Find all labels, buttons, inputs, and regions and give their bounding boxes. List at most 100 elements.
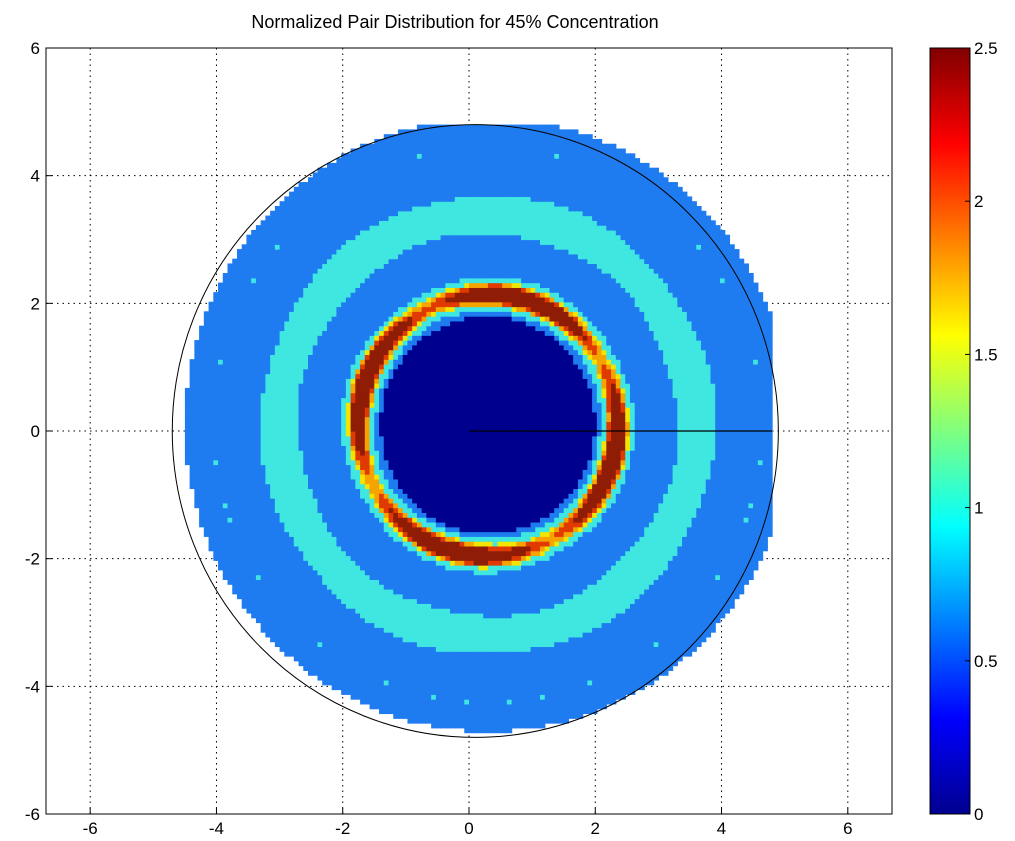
contour-cell <box>293 588 300 595</box>
contour-cell <box>232 435 238 442</box>
contour-cell <box>397 670 404 676</box>
contour-cell <box>364 158 371 164</box>
contour-cell <box>236 526 243 533</box>
contour-cell <box>426 311 432 317</box>
contour-cell <box>326 584 333 590</box>
contour-cell <box>236 588 243 595</box>
contour-cell <box>326 651 333 657</box>
contour-cell <box>260 598 266 604</box>
contour-cell <box>350 234 356 241</box>
contour-cell <box>407 608 413 614</box>
contour-cell <box>426 349 432 355</box>
contour-cell <box>426 229 432 236</box>
contour-cell <box>336 301 342 308</box>
contour-cell <box>397 205 404 212</box>
contour-cell <box>317 201 323 207</box>
contour-cell <box>341 320 347 327</box>
contour-cell <box>312 368 319 375</box>
contour-cell <box>374 273 380 279</box>
contour-cell <box>360 579 366 585</box>
contour-cell <box>317 536 323 542</box>
contour-cell <box>360 555 366 561</box>
contour-cell <box>284 215 290 221</box>
contour-cell <box>369 526 375 533</box>
contour-cell <box>241 574 248 581</box>
contour-cell <box>246 411 252 418</box>
contour-cell <box>270 411 276 418</box>
contour-cell <box>312 593 319 600</box>
contour-cell <box>203 407 210 413</box>
contour-cell <box>251 306 257 312</box>
contour-cell <box>397 483 404 490</box>
contour-cell <box>293 229 300 236</box>
contour-cell <box>431 636 437 643</box>
contour-cell <box>393 708 399 715</box>
contour-cell <box>293 617 300 624</box>
contour-cell <box>393 608 399 614</box>
contour-cell <box>260 340 266 346</box>
contour-cell <box>194 445 200 451</box>
contour-cell <box>407 431 413 437</box>
contour-cell <box>246 249 252 255</box>
contour-cell <box>218 512 224 518</box>
contour-cell <box>289 541 295 547</box>
contour-cell <box>379 617 385 624</box>
contour-cell <box>255 340 262 346</box>
contour-cell <box>336 636 342 643</box>
contour-cell <box>308 320 314 327</box>
contour-cell <box>426 641 432 648</box>
contour-cell <box>383 186 390 193</box>
contour-cell <box>293 555 300 561</box>
contour-cell <box>355 675 361 681</box>
contour-cell <box>222 454 229 461</box>
contour-cell <box>350 148 356 154</box>
contour-cell <box>293 517 300 523</box>
contour-cell <box>251 277 257 284</box>
contour-cell <box>251 459 257 466</box>
contour-cell <box>388 292 394 298</box>
contour-cell <box>388 608 394 614</box>
contour-cell <box>236 550 243 557</box>
contour-cell <box>270 617 276 624</box>
contour-cell <box>379 478 385 485</box>
contour-cell <box>421 608 427 614</box>
contour-cell <box>360 469 366 475</box>
contour-cell <box>402 675 409 681</box>
contour-cell <box>322 483 328 490</box>
contour-cell <box>298 186 304 193</box>
contour-cell <box>222 416 229 423</box>
contour-cell <box>303 445 309 451</box>
contour-cell <box>355 407 361 413</box>
contour-cell <box>336 665 342 671</box>
contour-cell <box>336 411 342 418</box>
contour-cell <box>246 234 252 241</box>
contour-cell <box>393 426 399 432</box>
contour-cell <box>379 521 385 528</box>
contour-cell <box>260 469 266 475</box>
contour-cell <box>326 608 333 614</box>
contour-cell <box>298 196 304 202</box>
contour-cell <box>397 512 404 518</box>
contour-cell <box>397 292 404 298</box>
contour-cell <box>326 536 333 542</box>
contour-cell <box>246 306 252 312</box>
contour-cell <box>421 612 427 619</box>
contour-cell <box>322 526 328 533</box>
contour-cell <box>326 636 333 643</box>
contour-cell <box>312 545 319 552</box>
contour-cell <box>331 431 338 437</box>
contour-cell <box>322 536 328 542</box>
contour-cell <box>393 182 399 188</box>
contour-cell <box>416 320 423 327</box>
contour-cell <box>274 641 281 648</box>
contour-cell <box>284 306 290 312</box>
contour-cell <box>312 612 319 619</box>
contour-cell <box>227 340 233 346</box>
contour-cell <box>218 536 224 542</box>
contour-cell <box>303 545 309 552</box>
contour-cell <box>322 660 328 667</box>
contour-cell <box>355 311 361 317</box>
contour-cell <box>279 454 285 461</box>
contour-cell <box>426 598 432 604</box>
contour-cell <box>416 612 423 619</box>
